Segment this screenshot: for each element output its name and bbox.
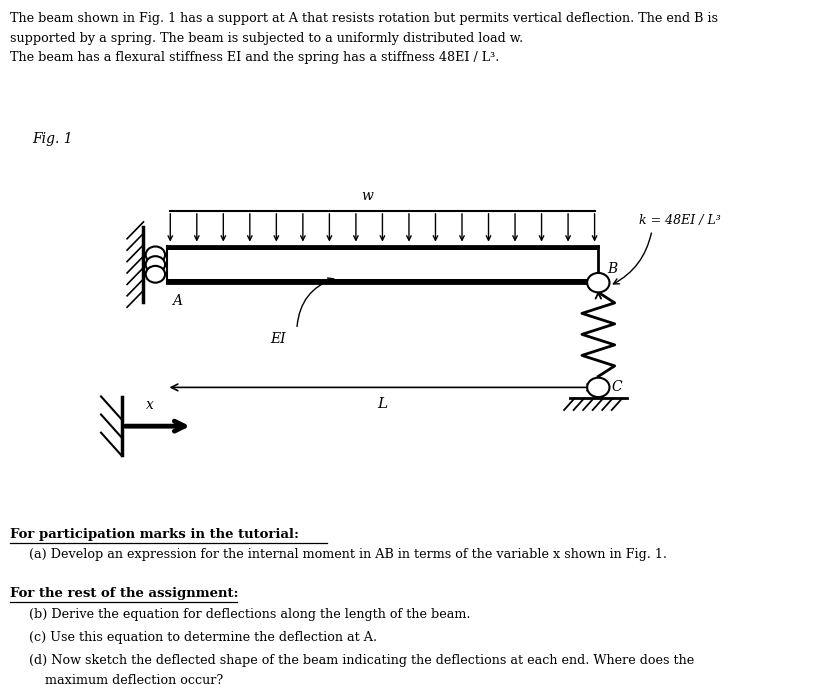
Circle shape [587,273,610,292]
Text: For participation marks in the tutorial:: For participation marks in the tutorial: [10,527,299,540]
Text: The beam shown in Fig. 1 has a support at A that resists rotation but permits ve: The beam shown in Fig. 1 has a support a… [10,12,719,25]
Text: k = 48EI / L³: k = 48EI / L³ [639,214,721,227]
Bar [167,247,598,250]
Text: x: x [146,398,154,412]
Text: (d) Now sketch the deflected shape of the beam indicating the deflections at eac: (d) Now sketch the deflected shape of th… [29,654,694,667]
Circle shape [146,256,165,273]
Text: L: L [377,397,388,411]
Text: w: w [361,189,374,203]
Bar [167,250,598,279]
Text: EI: EI [271,332,286,347]
Bar [167,279,598,283]
Text: The beam has a flexural stiffness EI and the spring has a stiffness 48EI / L³.: The beam has a flexural stiffness EI and… [10,51,500,64]
Text: (a) Develop an expression for the internal moment in AB in terms of the variable: (a) Develop an expression for the intern… [29,548,667,561]
Text: supported by a spring. The beam is subjected to a uniformly distributed load w.: supported by a spring. The beam is subje… [10,32,524,45]
Text: (b) Derive the equation for deflections along the length of the beam.: (b) Derive the equation for deflections … [29,608,470,621]
Circle shape [146,266,165,283]
Text: C: C [611,380,622,395]
Text: For the rest of the assignment:: For the rest of the assignment: [10,587,238,600]
Text: A: A [172,295,182,308]
Text: (c) Use this equation to determine the deflection at A.: (c) Use this equation to determine the d… [29,631,377,644]
Text: maximum deflection occur?: maximum deflection occur? [29,674,223,685]
Circle shape [587,377,610,397]
Text: B: B [607,262,617,276]
Text: Fig. 1: Fig. 1 [32,132,73,146]
Circle shape [146,247,165,263]
